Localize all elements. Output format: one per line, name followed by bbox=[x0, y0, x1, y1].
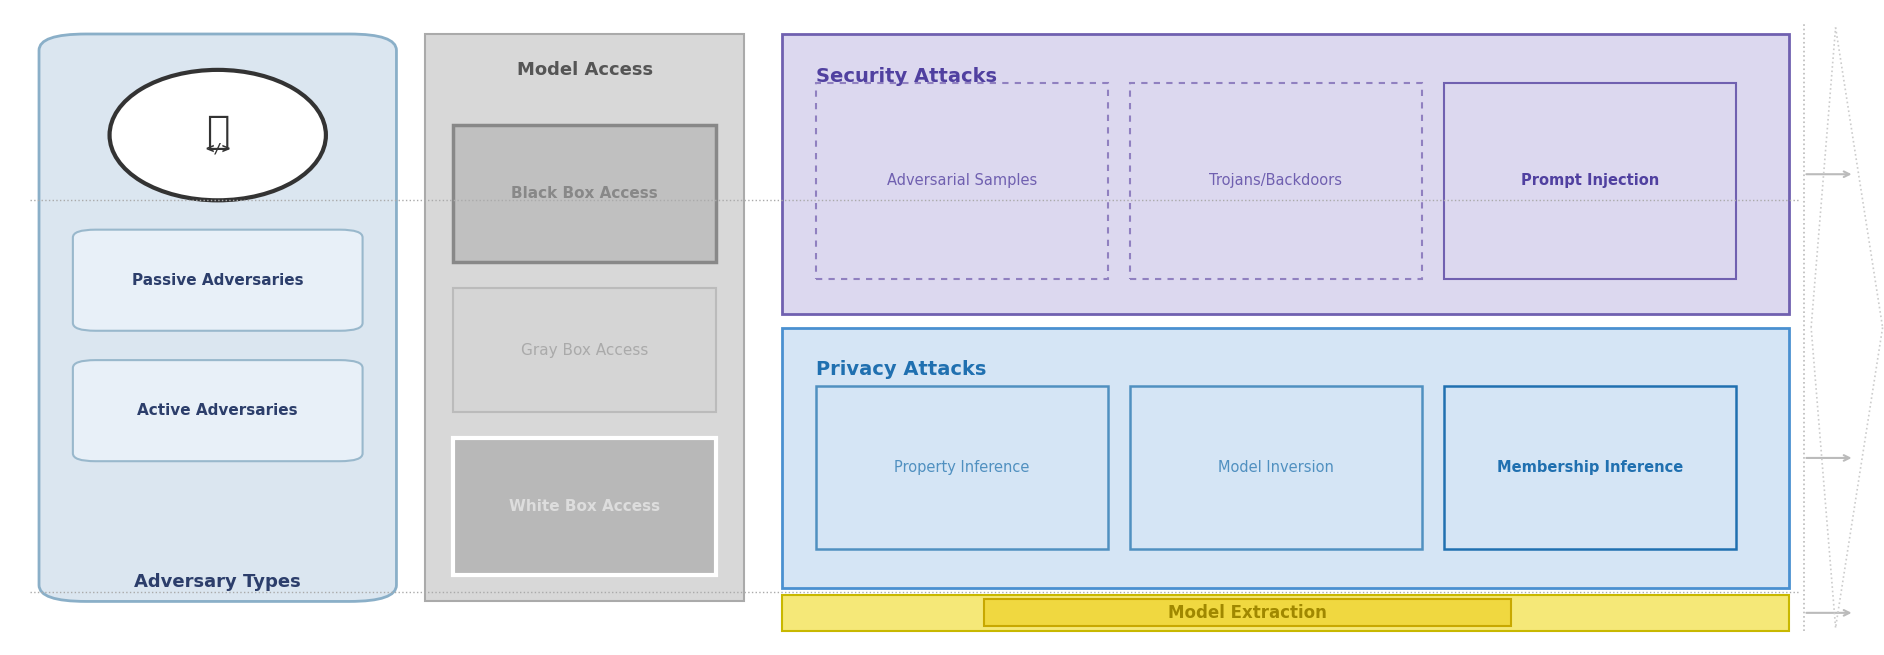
FancyBboxPatch shape bbox=[782, 34, 1788, 314]
Text: Model Inversion: Model Inversion bbox=[1217, 460, 1334, 476]
Text: Black Box Access: Black Box Access bbox=[511, 186, 658, 201]
FancyBboxPatch shape bbox=[452, 288, 716, 412]
FancyBboxPatch shape bbox=[1130, 386, 1422, 550]
FancyBboxPatch shape bbox=[40, 34, 396, 601]
Text: Privacy Attacks: Privacy Attacks bbox=[816, 360, 987, 379]
Text: Property Inference: Property Inference bbox=[895, 460, 1029, 476]
Text: Trojans/Backdoors: Trojans/Backdoors bbox=[1210, 174, 1343, 188]
FancyBboxPatch shape bbox=[1130, 83, 1422, 278]
FancyBboxPatch shape bbox=[452, 438, 716, 575]
FancyBboxPatch shape bbox=[782, 328, 1788, 588]
Text: White Box Access: White Box Access bbox=[509, 499, 659, 514]
Text: Adversary Types: Adversary Types bbox=[134, 573, 301, 591]
FancyBboxPatch shape bbox=[73, 360, 362, 461]
FancyBboxPatch shape bbox=[73, 230, 362, 331]
Text: 👤: 👤 bbox=[205, 113, 230, 151]
FancyBboxPatch shape bbox=[452, 125, 716, 262]
Text: Passive Adversaries: Passive Adversaries bbox=[132, 273, 303, 288]
Text: Active Adversaries: Active Adversaries bbox=[138, 403, 298, 419]
FancyBboxPatch shape bbox=[424, 34, 744, 601]
Text: Model Extraction: Model Extraction bbox=[1168, 604, 1326, 622]
Text: Security Attacks: Security Attacks bbox=[816, 67, 997, 86]
Text: Membership Inference: Membership Inference bbox=[1498, 460, 1682, 476]
FancyBboxPatch shape bbox=[816, 83, 1108, 278]
Text: Gray Box Access: Gray Box Access bbox=[520, 343, 648, 358]
FancyBboxPatch shape bbox=[1445, 83, 1735, 278]
Text: Prompt Injection: Prompt Injection bbox=[1520, 174, 1660, 188]
FancyBboxPatch shape bbox=[782, 595, 1788, 631]
Text: Model Access: Model Access bbox=[516, 61, 652, 79]
FancyBboxPatch shape bbox=[983, 599, 1511, 626]
FancyBboxPatch shape bbox=[1445, 386, 1735, 550]
FancyBboxPatch shape bbox=[816, 386, 1108, 550]
Text: </>: </> bbox=[205, 141, 230, 155]
Text: Adversarial Samples: Adversarial Samples bbox=[887, 174, 1036, 188]
Ellipse shape bbox=[109, 70, 326, 200]
